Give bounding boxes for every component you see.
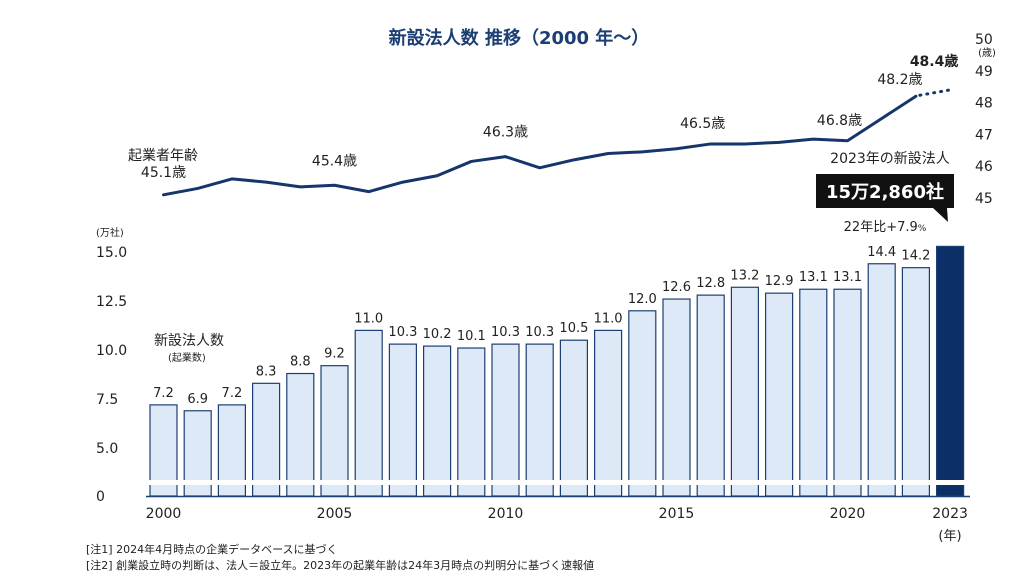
bar-2018	[764, 292, 794, 497]
x-tick-2005: 2005	[317, 506, 353, 522]
x-tick-2023: 2023	[932, 506, 968, 522]
bar-label-2020: 13.1	[833, 270, 862, 285]
bar-unit-label: (万社)	[96, 226, 124, 239]
bar-label-2018: 12.9	[765, 274, 794, 289]
age-label-2005: 45.4歳	[312, 153, 357, 169]
highlight-change-text: 22年比+7.9	[844, 220, 918, 235]
x-tick-2020: 2020	[830, 506, 866, 522]
age-unit-label: (歳)	[978, 47, 996, 59]
bar-2022	[901, 267, 931, 497]
bar-2007	[388, 343, 417, 497]
age-tick-50: 50	[975, 32, 993, 48]
bar-2012	[559, 339, 589, 497]
bar-2004	[286, 372, 315, 497]
bar-2008	[423, 345, 452, 497]
bar-2016	[696, 294, 725, 497]
y-tick-10.0: 10.0	[96, 343, 127, 359]
bar-2019	[799, 288, 828, 497]
bar-2009	[457, 347, 486, 497]
bar-label-2004: 8.8	[290, 355, 311, 370]
y-tick-12.5: 12.5	[96, 294, 127, 310]
y-tick-0: 0	[96, 489, 105, 505]
age-axis: 45 46 47 48 49 50	[975, 32, 993, 207]
age-tick-49: 49	[975, 64, 993, 80]
highlight-badge-pointer	[933, 208, 948, 222]
age-label-2020: 46.8歳	[817, 113, 862, 129]
bar-label-2021: 14.4	[867, 245, 896, 260]
bar-label-2003: 8.3	[256, 364, 277, 379]
age-label-2016: 46.5歳	[680, 116, 725, 132]
note-1: [注1] 2024年4月時点の企業データベースに基づく	[86, 543, 338, 556]
bar-2023	[935, 245, 965, 497]
bar-2020	[833, 288, 862, 497]
x-tick-2015: 2015	[659, 506, 695, 522]
bar-label-2008: 10.2	[423, 327, 452, 342]
bar-2015	[662, 298, 691, 497]
bar-label-2007: 10.3	[388, 325, 417, 340]
highlight-change: 22年比+7.9%	[844, 220, 927, 235]
age-label-2010: 46.3歳	[483, 125, 528, 141]
age-tick-47: 47	[975, 127, 993, 143]
axis-break-band	[146, 480, 972, 485]
x-tick-2000: 2000	[146, 506, 182, 522]
year-unit-label: (年)	[938, 529, 961, 544]
bar-series-sublabel: (起業数)	[168, 351, 206, 364]
bar-label-2009: 10.1	[457, 329, 486, 344]
age-line-layer	[162, 88, 952, 197]
bar-2003	[252, 382, 281, 497]
age-line	[162, 94, 918, 197]
bar-label-2001: 6.9	[187, 392, 208, 407]
bar-2006	[354, 329, 383, 497]
bar-2014	[628, 310, 657, 497]
age-label-2022: 48.2歳	[877, 72, 922, 88]
bar-label-2011: 10.3	[525, 325, 554, 340]
bar-2021	[867, 263, 896, 497]
bar-label-2005: 9.2	[324, 347, 345, 362]
x-axis: 2000 2005 2010 2015 2020 2023	[146, 495, 970, 522]
x-tick-2010: 2010	[488, 506, 524, 522]
y-tick-7.5: 7.5	[96, 392, 118, 408]
bar-label-2002: 7.2	[222, 386, 243, 401]
bar-label-2017: 13.2	[730, 268, 759, 283]
y-tick-15.0: 15.0	[96, 245, 127, 261]
bar-2011	[525, 343, 554, 497]
bar-label-2010: 10.3	[491, 325, 520, 340]
bar-label-2006: 11.0	[354, 311, 383, 326]
highlight-badge	[816, 174, 954, 208]
bar-label-2000: 7.2	[153, 386, 174, 401]
bar-2017	[730, 286, 760, 497]
bar-labels-layer: 7.2 6.9 7.2 8.3 8.8 9.2 11.0 10.3 10.2 10.1 10.3 10…	[153, 245, 930, 407]
bars-layer	[146, 245, 972, 497]
bar-label-2012: 10.5	[559, 321, 588, 336]
highlight-caption: 2023年の新設法人	[830, 151, 950, 167]
age-tick-46: 46	[975, 159, 993, 175]
bar-2005	[320, 365, 349, 497]
bar-label-2015: 12.6	[662, 280, 691, 295]
bar-label-2019: 13.1	[799, 270, 828, 285]
age-labels-layer: 45.1歳 45.4歳 46.3歳 46.5歳 46.8歳 48.2歳 48.4歳	[141, 53, 958, 181]
y-tick-5.0: 5.0	[96, 441, 118, 457]
bar-label-2016: 12.8	[696, 276, 725, 291]
note-2: [注2] 創業設立時の判断は、法人＝設立年。2023年の起業年齢は24年3月時点…	[86, 559, 595, 572]
bar-2010	[491, 343, 520, 497]
bar-label-2022: 14.2	[901, 249, 930, 264]
bar-series-label: 新設法人数	[154, 333, 224, 349]
age-label-2000: 45.1歳	[141, 165, 186, 181]
highlight-change-unit: %	[918, 224, 927, 234]
y-axis: 0 5.0 7.5 10.0 12.5 15.0	[96, 245, 127, 505]
age-line-estimate	[918, 88, 952, 97]
bar-2013	[593, 329, 623, 497]
bar-label-2013: 11.0	[594, 311, 623, 326]
age-tick-45: 45	[975, 191, 993, 207]
chart-title: 新設法人数 推移（2000 年〜）	[389, 27, 650, 49]
age-tick-48: 48	[975, 96, 993, 112]
age-label-2023: 48.4歳	[910, 53, 959, 70]
bar-label-2014: 12.0	[628, 292, 657, 307]
highlight-value: 15万2,860社	[826, 181, 944, 203]
line-series-label: 起業者年齢	[128, 148, 198, 164]
